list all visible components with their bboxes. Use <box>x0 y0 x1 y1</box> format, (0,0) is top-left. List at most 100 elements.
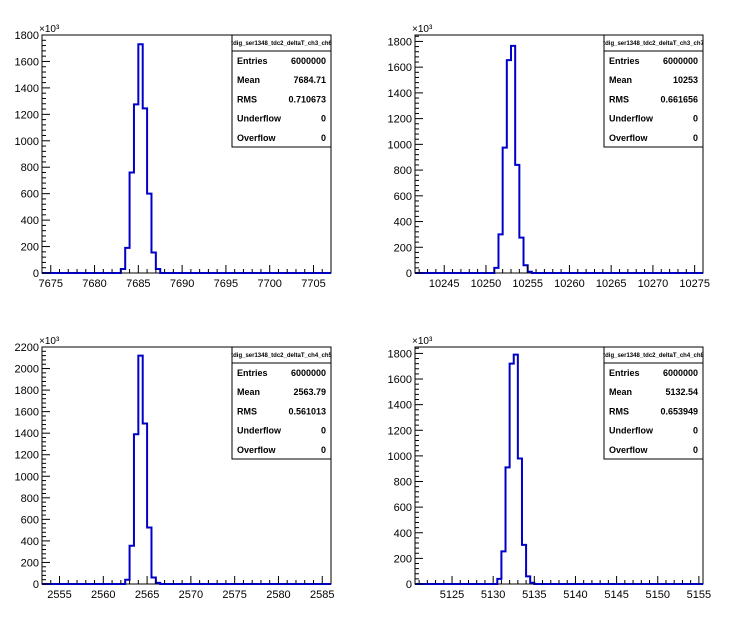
stats-value-mean: 7684.71 <box>293 75 326 85</box>
y-tick-label: 400 <box>21 536 39 548</box>
stats-value-entries: 6000000 <box>663 368 698 378</box>
stats-value-underflow: 0 <box>693 426 698 436</box>
stats-label-mean: Mean <box>609 75 632 85</box>
x-tick-label: 7690 <box>170 278 194 290</box>
y-exponent-label: ×10³ <box>412 24 433 35</box>
stats-title: tdig_ser1348_tdc2_deltaT_ch4_ch5 <box>231 353 332 359</box>
stats-label-entries: Entries <box>237 368 268 378</box>
stats-box <box>603 34 704 148</box>
stats-label-rms: RMS <box>609 94 629 104</box>
y-tick-label: 600 <box>394 502 412 514</box>
stats-label-entries: Entries <box>237 56 268 66</box>
y-tick-label: 800 <box>394 165 412 177</box>
x-tick-label: 5135 <box>522 589 546 601</box>
stats-value-entries: 6000000 <box>291 368 326 378</box>
x-tick-label: 7680 <box>82 278 106 290</box>
y-tick-label: 600 <box>21 514 39 526</box>
y-tick-label: 1000 <box>15 136 39 148</box>
stats-value-rms: 0.653949 <box>660 406 698 416</box>
y-tick-label: 1400 <box>15 428 39 440</box>
stats-label-underflow: Underflow <box>237 114 282 124</box>
stats-label-mean: Mean <box>609 387 632 397</box>
stats-value-mean: 10253 <box>673 75 698 85</box>
y-tick-label: 0 <box>406 268 412 280</box>
x-tick-label: 2565 <box>135 589 159 601</box>
x-tick-label: 2560 <box>91 589 115 601</box>
y-tick-label: 800 <box>21 493 39 505</box>
histogram-panel-1: 7675 7680 7685 7690 7695 7700 7705 0 200 400 600 80… <box>15 24 333 290</box>
y-tick-label: 1000 <box>388 139 412 151</box>
histogram-panel-2: 10245 10250 10255 10260 10265 10270 10275 0 200 4… <box>388 24 710 290</box>
histogram-line <box>42 43 331 274</box>
x-tick-label: 7705 <box>301 278 325 290</box>
histogram-line <box>415 353 703 585</box>
stats-label-rms: RMS <box>237 406 257 416</box>
y-tick-label: 2000 <box>15 364 39 376</box>
y-tick-label: 1800 <box>15 30 39 42</box>
y-tick-label: 800 <box>394 477 412 489</box>
x-tick-label: 10250 <box>471 278 502 290</box>
y-tick-label: 1600 <box>388 374 412 386</box>
stats-box <box>603 346 704 460</box>
x-tick-label: 5130 <box>481 589 505 601</box>
y-tick-label: 1800 <box>388 36 412 48</box>
y-tick-label: 1000 <box>15 471 39 483</box>
y-tick-label: 600 <box>21 189 39 201</box>
y-tick-label: 600 <box>394 191 412 203</box>
y-tick-label: 1400 <box>388 400 412 412</box>
y-tick-label: 800 <box>21 162 39 174</box>
stats-value-entries: 6000000 <box>663 56 698 66</box>
y-tick-label: 1600 <box>15 407 39 419</box>
stats-value-mean: 5132.54 <box>665 387 698 397</box>
y-tick-label: 1200 <box>388 114 412 126</box>
y-tick-label: 400 <box>21 215 39 227</box>
stats-value-overflow: 0 <box>321 133 326 143</box>
x-tick-label: 10270 <box>638 278 669 290</box>
x-tick-label: 10275 <box>679 278 710 290</box>
y-tick-label: 1800 <box>388 348 412 360</box>
x-tick-label: 7695 <box>214 278 238 290</box>
y-tick-label: 1800 <box>15 385 39 397</box>
x-tick-label: 10260 <box>554 278 585 290</box>
y-tick-label: 1600 <box>15 56 39 68</box>
stats-value-entries: 6000000 <box>291 56 326 66</box>
y-tick-label: 0 <box>33 579 39 591</box>
stats-value-rms: 0.561013 <box>288 406 326 416</box>
y-tick-label: 1000 <box>388 451 412 463</box>
stats-value-underflow: 0 <box>321 114 326 124</box>
y-exponent-label: ×10³ <box>412 336 433 347</box>
stats-label-overflow: Overflow <box>609 133 649 143</box>
y-tick-label: 400 <box>394 217 412 229</box>
y-tick-label: 200 <box>21 557 39 569</box>
stats-label-underflow: Underflow <box>237 426 282 436</box>
stats-value-overflow: 0 <box>321 445 326 455</box>
y-tick-label: 1200 <box>15 450 39 462</box>
y-tick-label: 400 <box>394 528 412 540</box>
y-tick-label: 1200 <box>388 425 412 437</box>
x-tick-label: 2575 <box>222 589 246 601</box>
x-tick-label: 2570 <box>179 589 203 601</box>
x-tick-label: 5155 <box>687 589 711 601</box>
stats-value-rms: 0.661656 <box>660 94 698 104</box>
histogram-panel-3: 2555 2560 2565 2570 2575 2580 2585 0 200 400 600 80… <box>15 336 335 601</box>
x-tick-label: 7675 <box>39 278 63 290</box>
y-tick-label: 0 <box>33 268 39 280</box>
y-tick-label: 0 <box>406 579 412 591</box>
stats-value-overflow: 0 <box>693 133 698 143</box>
x-tick-label: 7685 <box>126 278 150 290</box>
y-tick-label: 200 <box>21 242 39 254</box>
y-tick-label: 2200 <box>15 342 39 354</box>
stats-value-underflow: 0 <box>321 426 326 436</box>
x-tick-label: 5150 <box>646 589 670 601</box>
stats-label-overflow: Overflow <box>237 445 277 455</box>
x-tick-label: 5125 <box>440 589 464 601</box>
stats-label-rms: RMS <box>237 94 257 104</box>
y-tick-label: 200 <box>394 242 412 254</box>
stats-label-entries: Entries <box>609 56 640 66</box>
x-tick-label: 5140 <box>563 589 587 601</box>
x-tick-label: 10255 <box>512 278 543 290</box>
y-tick-label: 1400 <box>15 83 39 95</box>
stats-value-underflow: 0 <box>693 114 698 124</box>
stats-title: tdig_ser1348_tdc2_deltaT_ch4_ch8 <box>603 353 704 359</box>
